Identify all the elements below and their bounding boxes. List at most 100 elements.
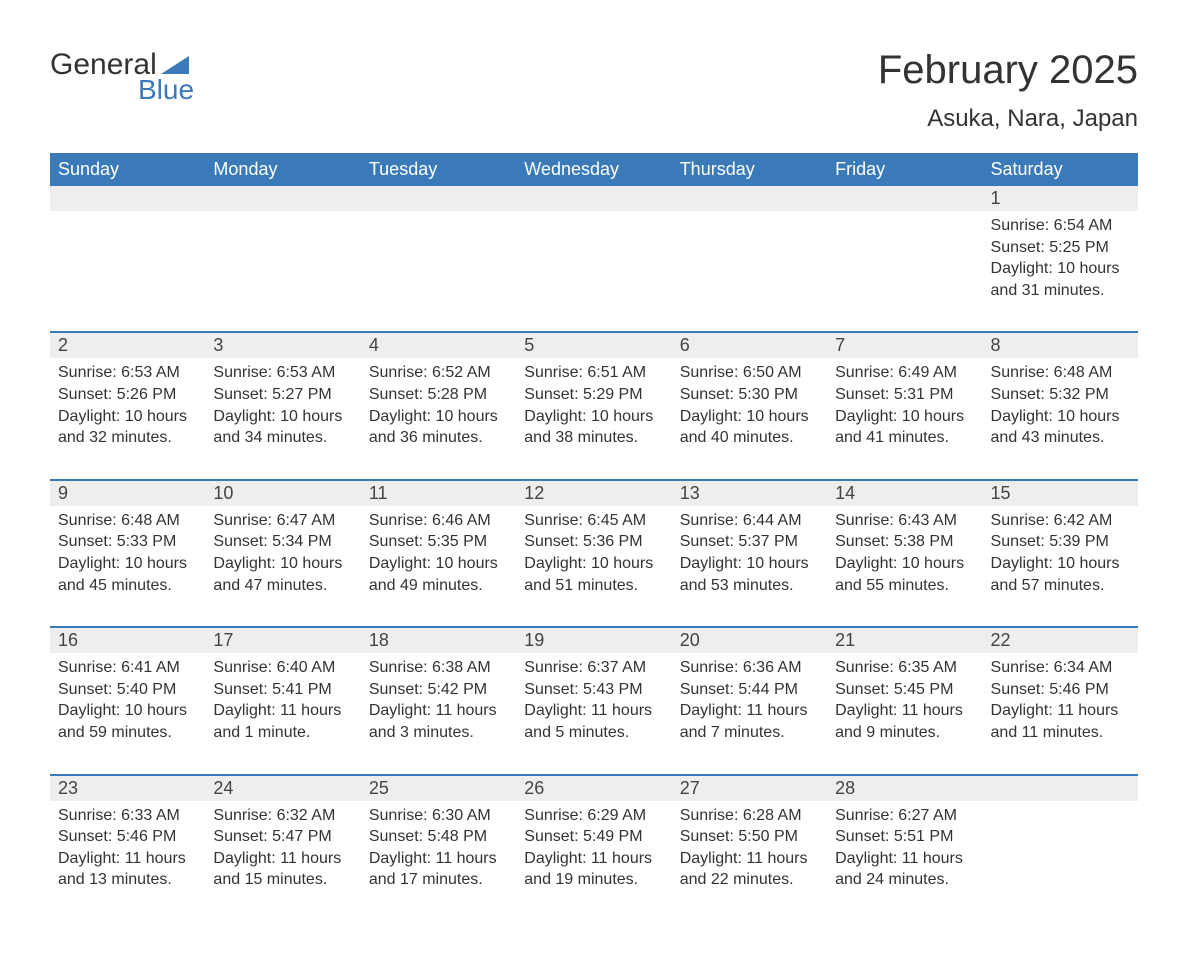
day-number: 16	[50, 628, 205, 653]
day-details: Sunrise: 6:48 AMSunset: 5:33 PMDaylight:…	[50, 506, 205, 626]
daylight-text: Daylight: 10 hours and 31 minutes.	[991, 258, 1130, 301]
day-details: Sunrise: 6:30 AMSunset: 5:48 PMDaylight:…	[361, 801, 516, 921]
empty-day	[361, 211, 516, 245]
day-header-row: Sunday Monday Tuesday Wednesday Thursday…	[50, 153, 1138, 186]
week-details-row: Sunrise: 6:53 AMSunset: 5:26 PMDaylight:…	[50, 358, 1138, 479]
day-details: Sunrise: 6:48 AMSunset: 5:32 PMDaylight:…	[983, 358, 1138, 478]
sunset-text: Sunset: 5:26 PM	[58, 384, 197, 406]
empty-day	[516, 211, 671, 245]
sunrise-text: Sunrise: 6:50 AM	[680, 362, 819, 384]
sunset-text: Sunset: 5:29 PM	[524, 384, 663, 406]
day-details: Sunrise: 6:50 AMSunset: 5:30 PMDaylight:…	[672, 358, 827, 478]
sunset-text: Sunset: 5:25 PM	[991, 237, 1130, 259]
daylight-text: Daylight: 10 hours and 55 minutes.	[835, 553, 974, 596]
sunset-text: Sunset: 5:44 PM	[680, 679, 819, 701]
daylight-text: Daylight: 10 hours and 43 minutes.	[991, 406, 1130, 449]
sunrise-text: Sunrise: 6:29 AM	[524, 805, 663, 827]
day-details: Sunrise: 6:43 AMSunset: 5:38 PMDaylight:…	[827, 506, 982, 626]
sunrise-text: Sunrise: 6:44 AM	[680, 510, 819, 532]
daylight-text: Daylight: 11 hours and 7 minutes.	[680, 700, 819, 743]
daylight-text: Daylight: 10 hours and 53 minutes.	[680, 553, 819, 596]
day-number: 24	[205, 776, 360, 801]
day-number: 5	[516, 333, 671, 358]
day-number: 15	[983, 481, 1138, 506]
sunset-text: Sunset: 5:41 PM	[213, 679, 352, 701]
sunset-text: Sunset: 5:35 PM	[369, 531, 508, 553]
daylight-text: Daylight: 11 hours and 17 minutes.	[369, 848, 508, 891]
sunset-text: Sunset: 5:30 PM	[680, 384, 819, 406]
day-details: Sunrise: 6:28 AMSunset: 5:50 PMDaylight:…	[672, 801, 827, 921]
sunset-text: Sunset: 5:50 PM	[680, 826, 819, 848]
daylight-text: Daylight: 11 hours and 11 minutes.	[991, 700, 1130, 743]
sunrise-text: Sunrise: 6:32 AM	[213, 805, 352, 827]
empty-day	[205, 211, 360, 245]
daylight-text: Daylight: 11 hours and 13 minutes.	[58, 848, 197, 891]
day-details: Sunrise: 6:41 AMSunset: 5:40 PMDaylight:…	[50, 653, 205, 773]
sunrise-text: Sunrise: 6:27 AM	[835, 805, 974, 827]
day-details: Sunrise: 6:42 AMSunset: 5:39 PMDaylight:…	[983, 506, 1138, 626]
sunrise-text: Sunrise: 6:54 AM	[991, 215, 1130, 237]
daylight-text: Daylight: 10 hours and 32 minutes.	[58, 406, 197, 449]
sunrise-text: Sunrise: 6:53 AM	[58, 362, 197, 384]
day-header-monday: Monday	[205, 153, 360, 186]
daylight-text: Daylight: 10 hours and 38 minutes.	[524, 406, 663, 449]
location-text: Asuka, Nara, Japan	[878, 105, 1138, 133]
week-number-row: 2345678	[50, 332, 1138, 358]
daylight-text: Daylight: 10 hours and 49 minutes.	[369, 553, 508, 596]
daylight-text: Daylight: 10 hours and 40 minutes.	[680, 406, 819, 449]
sunset-text: Sunset: 5:51 PM	[835, 826, 974, 848]
header: General Blue February 2025 Asuka, Nara, …	[50, 48, 1138, 133]
sunset-text: Sunset: 5:34 PM	[213, 531, 352, 553]
daylight-text: Daylight: 10 hours and 34 minutes.	[213, 406, 352, 449]
sunset-text: Sunset: 5:46 PM	[991, 679, 1130, 701]
sunset-text: Sunset: 5:32 PM	[991, 384, 1130, 406]
day-header-saturday: Saturday	[983, 153, 1138, 186]
sunrise-text: Sunrise: 6:52 AM	[369, 362, 508, 384]
month-title: February 2025	[878, 48, 1138, 93]
sunrise-text: Sunrise: 6:47 AM	[213, 510, 352, 532]
day-details: Sunrise: 6:46 AMSunset: 5:35 PMDaylight:…	[361, 506, 516, 626]
day-details: Sunrise: 6:49 AMSunset: 5:31 PMDaylight:…	[827, 358, 982, 478]
sunrise-text: Sunrise: 6:43 AM	[835, 510, 974, 532]
day-number: 2	[50, 333, 205, 358]
day-details: Sunrise: 6:27 AMSunset: 5:51 PMDaylight:…	[827, 801, 982, 921]
day-details: Sunrise: 6:40 AMSunset: 5:41 PMDaylight:…	[205, 653, 360, 773]
day-number: 14	[827, 481, 982, 506]
day-details: Sunrise: 6:29 AMSunset: 5:49 PMDaylight:…	[516, 801, 671, 921]
week-details-row: Sunrise: 6:54 AMSunset: 5:25 PMDaylight:…	[50, 211, 1138, 332]
daylight-text: Daylight: 11 hours and 9 minutes.	[835, 700, 974, 743]
daylight-text: Daylight: 11 hours and 19 minutes.	[524, 848, 663, 891]
sunrise-text: Sunrise: 6:33 AM	[58, 805, 197, 827]
sunset-text: Sunset: 5:36 PM	[524, 531, 663, 553]
week-number-row: 1	[50, 186, 1138, 211]
daylight-text: Daylight: 10 hours and 36 minutes.	[369, 406, 508, 449]
day-header-thursday: Thursday	[672, 153, 827, 186]
daylight-text: Daylight: 11 hours and 24 minutes.	[835, 848, 974, 891]
daylight-text: Daylight: 11 hours and 22 minutes.	[680, 848, 819, 891]
sunrise-text: Sunrise: 6:40 AM	[213, 657, 352, 679]
sunset-text: Sunset: 5:45 PM	[835, 679, 974, 701]
week-number-row: 16171819202122	[50, 627, 1138, 653]
sunset-text: Sunset: 5:48 PM	[369, 826, 508, 848]
daylight-text: Daylight: 10 hours and 41 minutes.	[835, 406, 974, 449]
week-details-row: Sunrise: 6:48 AMSunset: 5:33 PMDaylight:…	[50, 506, 1138, 627]
logo: General Blue	[50, 48, 194, 106]
day-number: 8	[983, 333, 1138, 358]
sunrise-text: Sunrise: 6:38 AM	[369, 657, 508, 679]
empty-day	[50, 211, 205, 245]
sunset-text: Sunset: 5:37 PM	[680, 531, 819, 553]
title-block: February 2025 Asuka, Nara, Japan	[878, 48, 1138, 133]
sunset-text: Sunset: 5:49 PM	[524, 826, 663, 848]
sunrise-text: Sunrise: 6:42 AM	[991, 510, 1130, 532]
day-header-tuesday: Tuesday	[361, 153, 516, 186]
day-details: Sunrise: 6:51 AMSunset: 5:29 PMDaylight:…	[516, 358, 671, 478]
day-number: 12	[516, 481, 671, 506]
day-number: 22	[983, 628, 1138, 653]
sunset-text: Sunset: 5:46 PM	[58, 826, 197, 848]
day-details: Sunrise: 6:53 AMSunset: 5:26 PMDaylight:…	[50, 358, 205, 478]
daylight-text: Daylight: 10 hours and 45 minutes.	[58, 553, 197, 596]
daylight-text: Daylight: 11 hours and 1 minute.	[213, 700, 352, 743]
day-number: 28	[827, 776, 982, 801]
daylight-text: Daylight: 10 hours and 51 minutes.	[524, 553, 663, 596]
daylight-text: Daylight: 10 hours and 57 minutes.	[991, 553, 1130, 596]
